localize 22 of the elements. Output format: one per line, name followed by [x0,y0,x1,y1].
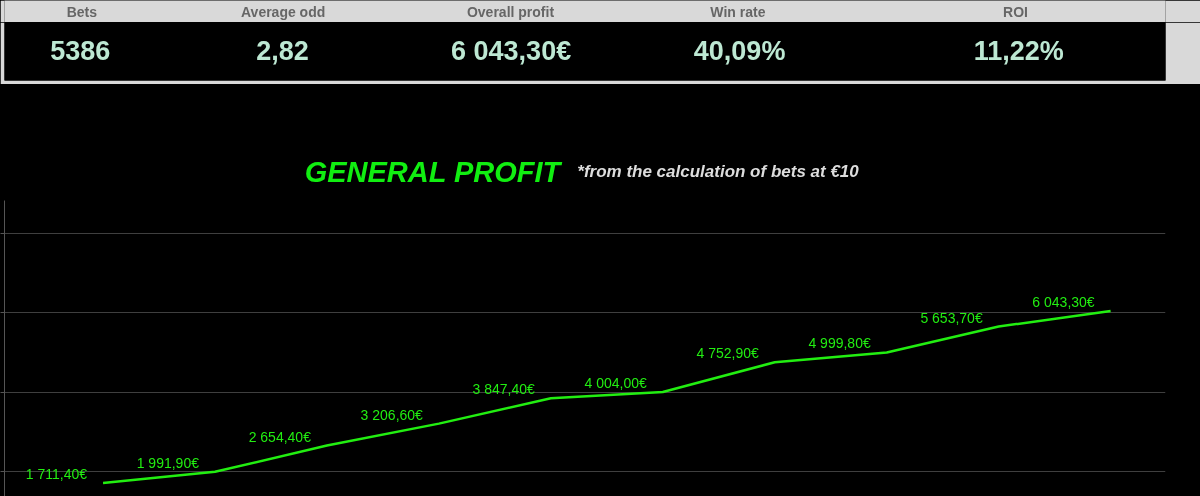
data-label: 4 752,90€ [696,345,759,362]
data-label: 4 999,80€ [808,335,871,352]
data-label: 3 847,40€ [472,381,536,398]
text: 6 043,30€ [451,35,572,66]
chart-subtitle: *from the calculation of bets at €10 [577,162,860,181]
data-label: 5 653,70€ [920,309,983,326]
category-label: Win rate [710,3,766,20]
data-label: 3 206,60€ [360,406,424,423]
data-label: 4 004,00€ [584,374,648,391]
data-label: 1 711,40€ [25,465,88,482]
category-label: Overall profit [466,3,555,20]
text: 40,09% [693,35,786,66]
text: 2,82 [256,36,309,66]
category-label: Bets [66,3,98,20]
text: 11,22% [973,35,1064,66]
category-label: Average odd [241,3,326,20]
text: 5386 [50,36,111,66]
data-label: 1 991,90€ [136,454,200,471]
category-label: ROI [1003,3,1028,20]
data-label: 6 043,30€ [1032,294,1095,311]
chart-title: GENERAL PROFIT [304,155,563,188]
data-label: 2 654,40€ [248,428,312,445]
